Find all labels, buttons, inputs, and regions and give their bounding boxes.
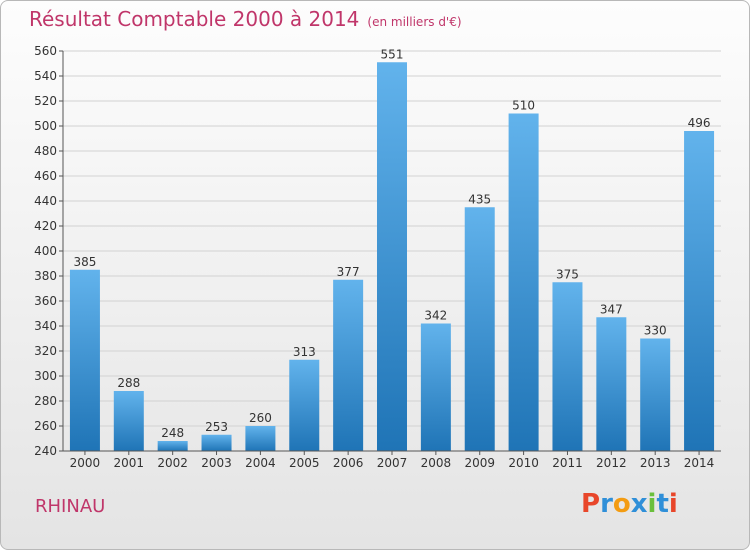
y-tick-label: 420 xyxy=(34,219,57,233)
logo-letter: x xyxy=(630,489,648,519)
x-tick-label: 2010 xyxy=(508,456,539,470)
logo-letter: t xyxy=(656,489,669,519)
y-tick-label: 240 xyxy=(34,444,57,458)
y-tick-label: 280 xyxy=(34,394,57,408)
value-label: 551 xyxy=(381,47,404,61)
value-label: 260 xyxy=(249,411,272,425)
x-tick-label: 2004 xyxy=(245,456,276,470)
bar xyxy=(420,323,451,451)
y-tick-label: 520 xyxy=(34,94,57,108)
y-axis-ticks: 240 260 280 300 320 340 360 380 400 420 440 460 480 5… xyxy=(34,44,63,458)
bar xyxy=(596,317,627,451)
y-tick-label: 500 xyxy=(34,119,57,133)
proxiti-logo: Proxiti xyxy=(581,489,678,519)
x-tick-label: 2011 xyxy=(552,456,583,470)
x-tick-label: 2012 xyxy=(596,456,627,470)
commune-name: RHINAU xyxy=(35,496,106,517)
logo-letter: i xyxy=(647,489,657,519)
y-tick-label: 440 xyxy=(34,194,57,208)
x-tick-label: 2013 xyxy=(640,456,671,470)
bar xyxy=(552,282,583,451)
bar xyxy=(684,131,715,451)
chart-title-text: Résultat Comptable 2000 à 2014 xyxy=(29,7,360,31)
value-label: 435 xyxy=(468,192,491,206)
y-tick-label: 300 xyxy=(34,369,57,383)
chart-subtitle: (en milliers d'€) xyxy=(367,15,462,29)
bar xyxy=(333,279,364,451)
value-label: 330 xyxy=(644,324,667,338)
bar xyxy=(508,113,539,451)
value-label: 288 xyxy=(117,376,140,390)
value-label: 313 xyxy=(293,345,316,359)
value-labels: 385 288 248 253 260 313 377 551 342 435 510 375 347 3… xyxy=(73,47,710,440)
x-tick-label: 2000 xyxy=(70,456,101,470)
x-tick-label: 2006 xyxy=(333,456,364,470)
x-tick-label: 2001 xyxy=(114,456,145,470)
x-tick-label: 2005 xyxy=(289,456,320,470)
x-tick-label: 2003 xyxy=(201,456,232,470)
value-label: 496 xyxy=(688,116,711,130)
bar xyxy=(157,441,188,451)
bar xyxy=(245,426,276,451)
value-label: 342 xyxy=(424,309,447,323)
value-label: 377 xyxy=(337,265,360,279)
y-tick-label: 340 xyxy=(34,319,57,333)
bar xyxy=(289,359,320,451)
axes xyxy=(62,51,721,452)
y-tick-label: 400 xyxy=(34,244,57,258)
value-label: 385 xyxy=(73,255,96,269)
y-tick-label: 540 xyxy=(34,69,57,83)
x-tick-label: 2007 xyxy=(377,456,408,470)
y-tick-label: 560 xyxy=(34,44,57,58)
x-tick-label: 2014 xyxy=(684,456,715,470)
bar xyxy=(113,391,144,451)
y-tick-label: 360 xyxy=(34,294,57,308)
value-label: 253 xyxy=(205,420,228,434)
value-label: 510 xyxy=(512,99,535,113)
x-tick-label: 2009 xyxy=(464,456,495,470)
logo-letter: i xyxy=(668,489,678,519)
bar xyxy=(377,62,407,451)
logo-letter: P xyxy=(581,489,601,519)
x-axis-ticks: 2000 2001 2002 2003 2004 2005 2006 2007 2008 2009… xyxy=(70,451,715,470)
value-label: 375 xyxy=(556,267,579,281)
value-label: 248 xyxy=(161,426,184,440)
logo-letter: r xyxy=(600,489,613,519)
x-tick-label: 2002 xyxy=(157,456,188,470)
y-tick-label: 380 xyxy=(34,269,57,283)
y-tick-label: 460 xyxy=(34,169,57,183)
bars xyxy=(69,62,715,451)
x-tick-label: 2008 xyxy=(421,456,452,470)
y-tick-label: 320 xyxy=(34,344,57,358)
bar xyxy=(201,434,232,451)
y-tick-label: 480 xyxy=(34,144,57,158)
bar xyxy=(69,269,100,451)
logo-letter: o xyxy=(612,489,631,519)
bar xyxy=(640,338,671,451)
value-label: 347 xyxy=(600,302,623,316)
y-tick-label: 260 xyxy=(34,419,57,433)
bar xyxy=(464,207,495,451)
chart-title: Résultat Comptable 2000 à 2014 (en millie… xyxy=(29,7,462,31)
